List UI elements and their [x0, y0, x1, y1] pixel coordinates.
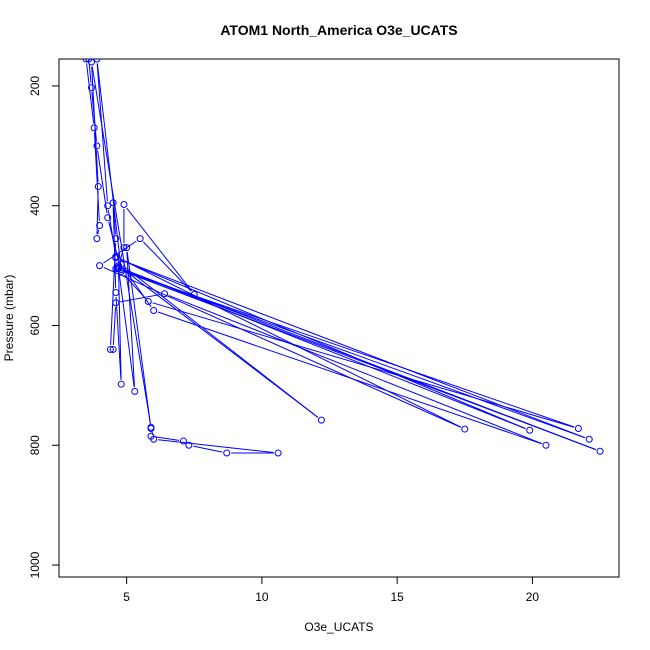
series-segment	[119, 258, 461, 428]
data-point	[90, 124, 98, 132]
series-layer	[82, 59, 604, 457]
series-segment	[157, 311, 542, 445]
y-axis-label: Pressure (mbar)	[2, 275, 16, 362]
data-point	[542, 441, 550, 449]
x-tick-label: 5	[123, 590, 130, 604]
series-segment	[115, 297, 122, 380]
data-point	[131, 387, 139, 395]
data-point	[112, 299, 120, 307]
data-point	[585, 435, 593, 443]
series-segment	[112, 207, 117, 289]
data-point	[179, 437, 187, 445]
data-point	[93, 59, 101, 63]
y-tick-label: 600	[28, 315, 42, 335]
data-point	[150, 307, 158, 315]
series-segment	[118, 272, 135, 387]
series-segment	[88, 63, 92, 84]
y-tick-label: 1000	[28, 551, 42, 578]
data-point	[93, 142, 101, 150]
data-point	[104, 214, 112, 222]
data-point	[87, 84, 95, 92]
series-segment	[168, 294, 542, 445]
y-tick-label: 800	[28, 435, 42, 455]
data-point	[596, 447, 604, 455]
data-point	[120, 201, 128, 209]
data-point	[136, 235, 144, 243]
series-group	[82, 59, 604, 457]
series-segment	[93, 132, 100, 222]
data-point	[190, 290, 198, 298]
data-point	[144, 298, 152, 306]
series-segment	[124, 266, 319, 418]
data-point	[94, 183, 102, 191]
series-segment	[103, 240, 137, 264]
data-point	[117, 380, 125, 388]
series-segment	[97, 229, 100, 235]
data-point	[82, 59, 90, 63]
data-point	[526, 426, 534, 434]
data-point	[96, 262, 104, 270]
data-point	[96, 221, 104, 229]
data-point	[112, 289, 120, 297]
series-segment	[112, 307, 117, 345]
plot-frame	[58, 58, 620, 578]
data-point	[109, 345, 117, 353]
data-point	[150, 435, 158, 443]
x-tick-label: 10	[255, 590, 269, 604]
data-point	[120, 244, 128, 252]
x-tick-label: 20	[526, 590, 540, 604]
series-segment	[96, 63, 108, 202]
series-segment	[193, 445, 223, 453]
data-point	[115, 265, 123, 273]
series-segment	[119, 258, 586, 439]
x-tick-label: 15	[390, 590, 404, 604]
data-point	[93, 235, 101, 243]
series-segment	[96, 63, 122, 266]
data-point	[109, 199, 117, 207]
x-axis-label: O3e_UCATS	[304, 620, 373, 634]
data-point	[147, 423, 155, 431]
series-segment	[103, 266, 461, 428]
y-tick-label: 200	[28, 76, 42, 96]
series-segment	[155, 436, 180, 441]
series-segment	[126, 207, 192, 292]
data-point	[317, 416, 325, 424]
data-point	[461, 425, 469, 433]
series-segment	[118, 273, 122, 380]
series-segment	[120, 294, 161, 303]
x-axis: 5 10 15 20	[123, 577, 539, 604]
data-point	[185, 441, 193, 449]
chart-title: ATOM1 North_America O3e_UCATS	[220, 22, 457, 38]
data-point	[161, 290, 169, 298]
series-segment	[86, 63, 95, 124]
data-point	[106, 345, 114, 353]
data-point	[223, 449, 231, 457]
series-segment	[97, 150, 108, 214]
series-segment	[122, 268, 526, 430]
data-point	[112, 253, 120, 261]
y-axis: 200 400 600 800 1000	[28, 76, 59, 578]
y-tick-label: 400	[28, 195, 42, 215]
series-segment	[126, 252, 151, 425]
series-segment	[126, 252, 135, 387]
data-point	[104, 202, 112, 210]
data-point	[274, 449, 282, 457]
data-point	[87, 59, 95, 66]
data-point	[574, 424, 582, 432]
data-point	[123, 244, 131, 252]
series-segment	[142, 241, 192, 292]
series-segment	[158, 439, 274, 454]
series-segment	[91, 66, 151, 423]
series-segment	[91, 66, 99, 183]
data-point	[112, 235, 120, 243]
